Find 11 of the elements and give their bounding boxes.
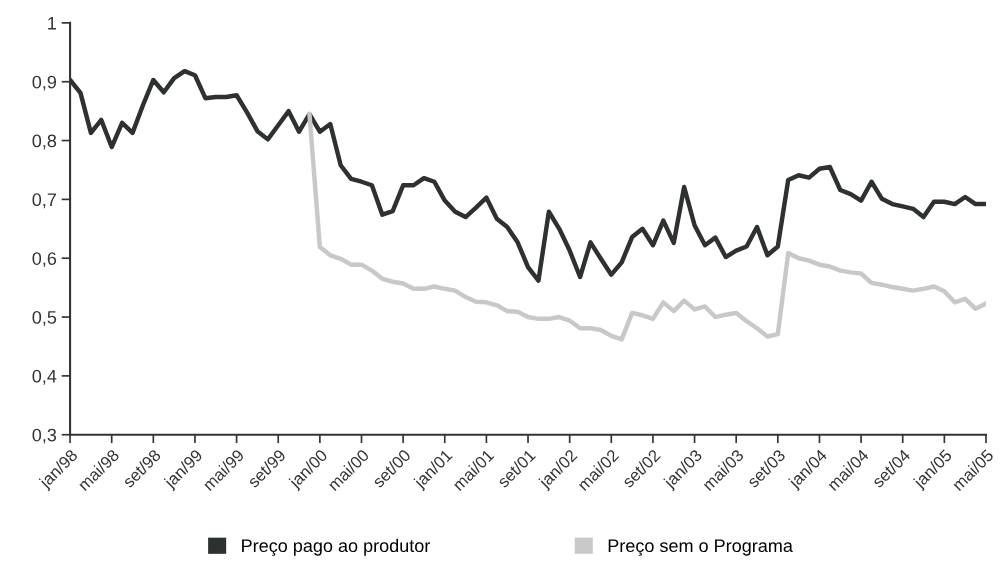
y-tick-label: 0,6	[32, 252, 57, 268]
legend-label: Preço sem o Programa	[608, 539, 793, 556]
y-tick-label: 0,5	[32, 310, 57, 326]
y-tick-label: 0,9	[32, 75, 57, 91]
y-tick-label: 1	[48, 17, 56, 30]
legend-label: Preço pago ao produtor	[242, 538, 431, 556]
y-tick-label: 0,4	[32, 369, 57, 385]
y-tick-label: 0,7	[32, 193, 56, 209]
line-series	[307, 111, 986, 342]
y-tick-label: 0,8	[32, 134, 57, 150]
y-tick-label: 0,3	[32, 428, 57, 444]
